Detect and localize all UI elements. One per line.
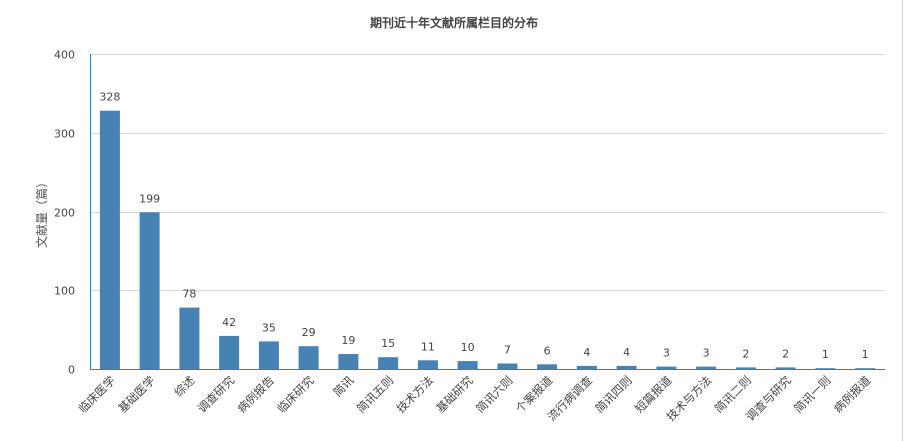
x-category-label: 临床医学 <box>76 373 118 415</box>
y-tick-label: 400 <box>54 49 75 62</box>
data-label: 6 <box>544 344 551 357</box>
x-category-label: 病例报道 <box>831 373 874 416</box>
bar <box>258 341 279 369</box>
x-category-label: 简讯四则 <box>592 373 634 415</box>
data-label: 2 <box>782 347 789 360</box>
data-label: 42 <box>222 316 236 329</box>
data-label: 199 <box>139 192 160 205</box>
bar <box>497 363 518 369</box>
bar <box>338 354 359 369</box>
bar <box>139 212 160 369</box>
data-label: 19 <box>341 334 355 347</box>
x-category-label: 简讯一则 <box>791 373 833 415</box>
bar <box>855 368 876 369</box>
data-label: 15 <box>381 337 395 350</box>
data-label: 1 <box>822 348 829 361</box>
x-category-label: 技术方法 <box>394 373 436 415</box>
x-category-label: 简讯 <box>330 373 357 400</box>
x-category-label: 综述 <box>171 373 198 400</box>
y-tick-label: 100 <box>54 285 75 298</box>
data-label: 7 <box>504 344 511 357</box>
data-label: 3 <box>703 347 710 360</box>
x-category-label: 简讯六则 <box>473 373 515 415</box>
data-label: 10 <box>461 341 475 354</box>
bar <box>417 360 438 369</box>
bar <box>537 364 558 369</box>
bar <box>576 365 597 369</box>
y-tick-label: 0 <box>68 364 75 377</box>
bar <box>179 307 200 369</box>
x-category-label: 基础医学 <box>115 373 157 415</box>
bar <box>219 335 240 369</box>
data-label: 4 <box>583 346 590 359</box>
data-label: 29 <box>302 326 316 339</box>
data-label: 1 <box>862 348 869 361</box>
x-category-label: 简讯五则 <box>354 373 396 415</box>
chart-title: 期刊近十年文献所属栏目的分布 <box>370 15 538 30</box>
y-tick-label: 200 <box>54 207 75 220</box>
y-axis-label: 文献量（篇） <box>34 176 49 248</box>
bar <box>616 365 637 369</box>
x-category-label: 临床研究 <box>274 373 317 416</box>
data-label: 78 <box>182 288 196 301</box>
x-category-label: 调查研究 <box>195 373 238 416</box>
bar <box>775 367 796 369</box>
bar <box>378 357 399 369</box>
y-tick-labels: 0 100 200 300 400 <box>54 49 75 377</box>
bar <box>99 110 120 369</box>
bar <box>815 368 836 369</box>
grid-lines <box>90 54 885 291</box>
bar <box>298 346 319 369</box>
bar <box>656 366 677 369</box>
bars <box>99 110 876 369</box>
data-label: 2 <box>742 347 749 360</box>
data-label: 11 <box>421 340 435 353</box>
data-label: 4 <box>623 346 630 359</box>
data-label: 35 <box>262 321 276 334</box>
bar <box>696 366 717 369</box>
x-category-label: 基础研究 <box>433 373 476 416</box>
data-label: 3 <box>663 347 670 360</box>
data-label: 328 <box>99 91 120 104</box>
bar <box>457 361 478 369</box>
x-category-label: 病例报告 <box>235 373 277 415</box>
y-tick-label: 300 <box>54 128 75 141</box>
bar <box>735 367 756 369</box>
